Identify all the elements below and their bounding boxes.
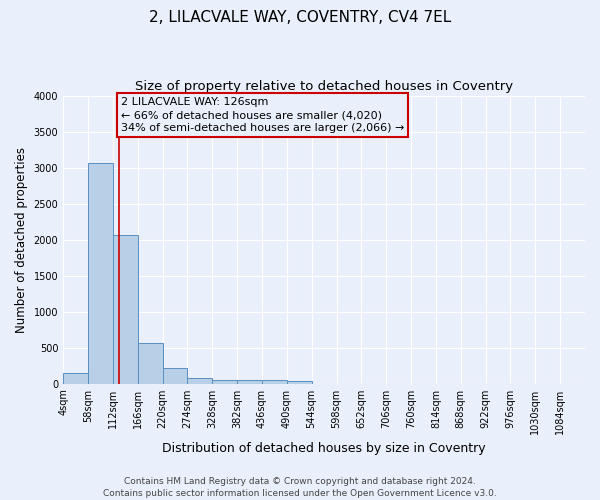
Bar: [262, 380, 287, 384]
Text: 2, LILACVALE WAY, COVENTRY, CV4 7EL: 2, LILACVALE WAY, COVENTRY, CV4 7EL: [149, 10, 451, 25]
Bar: [237, 380, 262, 384]
Bar: [88, 163, 113, 384]
Title: Size of property relative to detached houses in Coventry: Size of property relative to detached ho…: [135, 80, 513, 93]
Bar: [163, 368, 187, 384]
X-axis label: Distribution of detached houses by size in Coventry: Distribution of detached houses by size …: [162, 442, 486, 455]
Bar: [63, 373, 88, 384]
Text: 2 LILACVALE WAY: 126sqm
← 66% of detached houses are smaller (4,020)
34% of semi: 2 LILACVALE WAY: 126sqm ← 66% of detache…: [121, 97, 404, 134]
Bar: [138, 343, 163, 384]
Text: Contains HM Land Registry data © Crown copyright and database right 2024.
Contai: Contains HM Land Registry data © Crown c…: [103, 476, 497, 498]
Bar: [287, 382, 311, 384]
Bar: [212, 380, 237, 384]
Bar: [187, 378, 212, 384]
Y-axis label: Number of detached properties: Number of detached properties: [15, 146, 28, 332]
Bar: [113, 235, 138, 384]
